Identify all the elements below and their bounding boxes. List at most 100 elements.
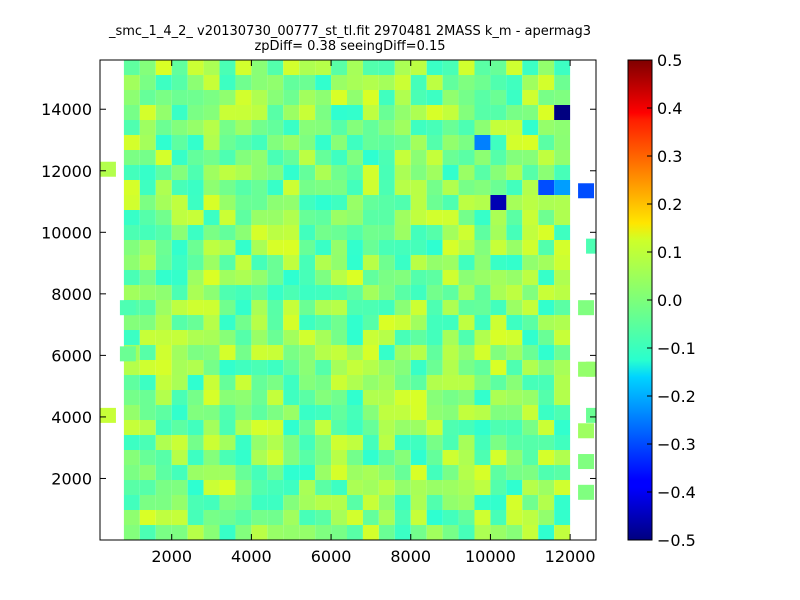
heatmap-cell bbox=[394, 180, 411, 195]
heatmap-cell bbox=[267, 330, 284, 345]
heatmap-cell bbox=[506, 210, 523, 225]
heatmap-cell bbox=[410, 450, 427, 465]
heatmap-cell bbox=[171, 105, 188, 120]
heatmap-cell bbox=[139, 450, 156, 465]
heatmap-cell bbox=[538, 375, 555, 390]
heatmap-cell bbox=[458, 150, 475, 165]
heatmap-cell bbox=[171, 225, 188, 240]
heatmap-cell bbox=[506, 390, 523, 405]
heatmap-cell bbox=[219, 330, 236, 345]
heatmap-cell bbox=[139, 345, 156, 360]
heatmap-cell bbox=[442, 495, 459, 510]
heatmap-cell bbox=[155, 120, 172, 135]
heatmap-cell bbox=[410, 225, 427, 240]
heatmap-cell bbox=[171, 270, 188, 285]
heatmap-cell bbox=[203, 285, 220, 300]
heatmap-cell bbox=[139, 405, 156, 420]
heatmap-cell bbox=[119, 300, 136, 316]
heatmap-cell bbox=[458, 135, 475, 150]
chart-title: _smc_1_4_2_ v20130730_00777_st_tl.fit 29… bbox=[108, 24, 592, 39]
heatmap-cell bbox=[187, 315, 204, 330]
heatmap-cell bbox=[578, 484, 595, 500]
heatmap-cell bbox=[378, 75, 395, 90]
heatmap-cell bbox=[155, 255, 172, 270]
heatmap-cell bbox=[362, 375, 379, 390]
heatmap-cell bbox=[474, 330, 491, 345]
heatmap-cell bbox=[283, 75, 300, 90]
heatmap-cell bbox=[123, 420, 140, 435]
heatmap-cell bbox=[506, 105, 523, 120]
heatmap-cell bbox=[139, 180, 156, 195]
heatmap-cell bbox=[394, 195, 411, 210]
heatmap-cell bbox=[347, 285, 363, 300]
heatmap-cell bbox=[219, 300, 236, 315]
heatmap-cell bbox=[267, 90, 284, 105]
heatmap-cell bbox=[442, 375, 459, 390]
heatmap-cell bbox=[458, 480, 475, 495]
heatmap-cell bbox=[490, 315, 507, 330]
heatmap-cell bbox=[347, 225, 363, 240]
heatmap-cell bbox=[442, 525, 459, 540]
heatmap-cell bbox=[203, 90, 220, 105]
heatmap-cell bbox=[139, 435, 156, 450]
heatmap-cell bbox=[378, 525, 395, 540]
heatmap-cell bbox=[299, 90, 316, 105]
heatmap-cell bbox=[315, 90, 332, 105]
heatmap-cell bbox=[426, 405, 443, 420]
heatmap-cell bbox=[187, 270, 204, 285]
heatmap-cell bbox=[139, 285, 156, 300]
heatmap-cell bbox=[123, 195, 140, 210]
heatmap-cell bbox=[283, 165, 300, 180]
heatmap-cell bbox=[155, 315, 172, 330]
heatmap-cell bbox=[347, 210, 363, 225]
heatmap-cell bbox=[458, 345, 475, 360]
heatmap-cell bbox=[315, 315, 332, 330]
heatmap-cell bbox=[283, 525, 300, 540]
heatmap-cell bbox=[187, 75, 204, 90]
heatmap-cell bbox=[442, 450, 459, 465]
heatmap-cell bbox=[315, 105, 332, 120]
heatmap-cell bbox=[187, 390, 204, 405]
heatmap-cell bbox=[235, 465, 252, 480]
heatmap-cell bbox=[267, 150, 284, 165]
heatmap-cell bbox=[171, 90, 188, 105]
heatmap-cell bbox=[426, 225, 443, 240]
heatmap-cell bbox=[474, 240, 491, 255]
heatmap-cell bbox=[219, 390, 236, 405]
heatmap-cell bbox=[554, 255, 571, 270]
heatmap-cell bbox=[394, 285, 411, 300]
heatmap-cell bbox=[331, 150, 348, 165]
heatmap-cell bbox=[554, 510, 571, 525]
heatmap-cell bbox=[315, 255, 332, 270]
colorbar-axis: 0.5 0.4 0.3 0.2 0.1 0.0 −0.1 −0.2 −0.3 −0.4 −0.5 bbox=[647, 51, 696, 550]
heatmap-cell bbox=[315, 390, 332, 405]
heatmap-cell bbox=[315, 450, 332, 465]
heatmap-cell bbox=[283, 510, 300, 525]
heatmap-cell bbox=[522, 450, 539, 465]
heatmap-cell bbox=[538, 195, 555, 210]
heatmap-cell bbox=[139, 270, 156, 285]
heatmap-cell bbox=[347, 510, 363, 525]
heatmap-cell bbox=[203, 270, 220, 285]
heatmap-cell bbox=[347, 105, 363, 120]
heatmap-cell bbox=[522, 315, 539, 330]
heatmap-cell bbox=[538, 150, 555, 165]
heatmap-cell bbox=[347, 525, 363, 540]
heatmap-cell bbox=[458, 225, 475, 240]
heatmap-cell bbox=[522, 210, 539, 225]
heatmap-cell bbox=[251, 315, 268, 330]
heatmap-cells bbox=[100, 60, 596, 540]
heatmap-cell bbox=[506, 480, 523, 495]
heatmap-cell bbox=[219, 360, 236, 375]
heatmap-cell bbox=[378, 495, 395, 510]
heatmap-cell bbox=[155, 225, 172, 240]
heatmap-cell bbox=[378, 435, 395, 450]
heatmap-cell bbox=[490, 270, 507, 285]
heatmap-cell bbox=[331, 480, 348, 495]
heatmap-cell bbox=[283, 150, 300, 165]
colorbar-tick-label: −0.3 bbox=[657, 435, 696, 454]
heatmap-cell bbox=[251, 105, 268, 120]
heatmap-cell bbox=[474, 420, 491, 435]
heatmap-cell bbox=[187, 210, 204, 225]
heatmap-cell bbox=[171, 330, 188, 345]
